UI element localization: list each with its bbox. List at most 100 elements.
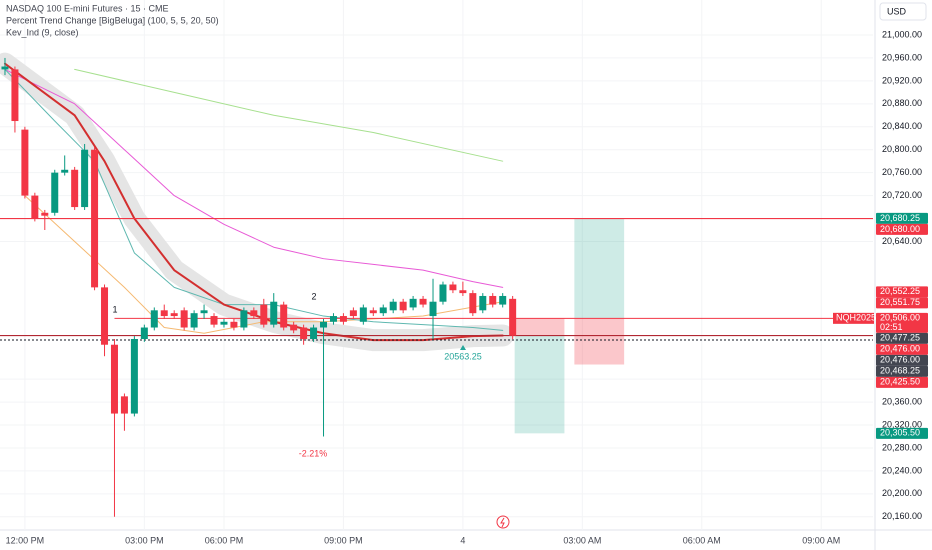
y-tick-label: 20,720.00 (882, 190, 922, 200)
indicator-label: Percent Trend Change [BigBeluga] (100, 5… (6, 15, 219, 25)
candle (379, 304, 387, 317)
candle (479, 293, 487, 314)
candle-body (210, 316, 218, 325)
candle (120, 393, 128, 431)
candle-body (379, 307, 387, 314)
price-badge (876, 427, 928, 439)
candle (91, 146, 99, 291)
y-tick-label: 20,800.00 (882, 144, 922, 154)
candle-body (150, 310, 158, 328)
candle (509, 295, 517, 339)
symbol-label: NQH2025 (836, 313, 876, 323)
price-badge-label: 20,506.00 (880, 313, 920, 323)
price-badge-label: 20,680.25 (880, 213, 920, 223)
y-tick-label: 21,000.00 (882, 29, 922, 39)
candle-body (499, 295, 507, 305)
candle (339, 313, 347, 325)
price-badge-label: 20,680.00 (880, 224, 920, 234)
candle (329, 313, 337, 325)
candle-body (11, 69, 19, 122)
candle (240, 307, 248, 331)
candle-body (180, 310, 188, 328)
candle-body (399, 301, 407, 311)
price-badge (876, 354, 928, 366)
alert-icon[interactable] (496, 515, 510, 529)
x-tick-label: 09:00 PM (324, 535, 363, 545)
candle-body (31, 195, 39, 219)
x-tick-label: 12:00 PM (6, 535, 45, 545)
x-tick-label: 09:00 AM (802, 535, 840, 545)
y-tick-label: 20,200.00 (882, 488, 922, 498)
candle-body (300, 327, 308, 339)
price-badge-label: 20,552.25 (880, 286, 920, 296)
candle-body (369, 310, 377, 314)
price-badge-label: 20,476.00 (880, 355, 920, 365)
price-badge (876, 286, 928, 298)
annotation: 1 (112, 304, 117, 314)
candle (469, 290, 477, 317)
candle-body (250, 310, 258, 317)
candle-body (1, 66, 9, 70)
y-tick-label: 20,960.00 (882, 52, 922, 62)
candle-body (220, 321, 228, 325)
y-tick-label: 20,360.00 (882, 396, 922, 406)
annotation: 20563.25 (444, 351, 482, 361)
indicator-line (4, 68, 504, 288)
candle (110, 338, 118, 517)
candle (71, 166, 79, 210)
price-badge (876, 365, 928, 377)
x-tick-label: 03:00 PM (125, 535, 164, 545)
candle (190, 310, 198, 331)
candle (210, 313, 218, 328)
y-tick-label: 20,320.00 (882, 419, 922, 429)
y-tick-label: 20,640.00 (882, 236, 922, 246)
candle (180, 307, 188, 331)
candle (260, 298, 268, 328)
candle (409, 295, 417, 311)
candle-body (200, 310, 208, 314)
price-badge (876, 312, 928, 333)
price-badge (876, 212, 928, 224)
indicator-line (74, 68, 504, 162)
candle (160, 304, 168, 319)
annotation: 2 (311, 291, 316, 301)
candle (21, 126, 29, 199)
currency-button[interactable] (879, 2, 927, 21)
candle (499, 293, 507, 308)
candle-body (329, 316, 337, 322)
candle (439, 281, 447, 305)
candle-body (130, 338, 138, 414)
alert-icon-bolt (500, 517, 505, 528)
currency-label[interactable]: USD (887, 6, 907, 16)
candle (220, 318, 228, 328)
stop-zone (514, 318, 565, 336)
candle (61, 155, 69, 176)
candle (369, 307, 377, 317)
candle (449, 281, 457, 294)
candle-body (509, 298, 517, 336)
candle (41, 209, 49, 231)
candle (200, 304, 208, 319)
candle (489, 293, 497, 308)
y-tick-label: 20,240.00 (882, 465, 922, 475)
candle (459, 281, 467, 296)
candle (270, 293, 278, 328)
price-badge-label: 20,425.50 (880, 377, 920, 387)
candle (140, 324, 148, 342)
candle-body (479, 295, 487, 311)
price-badge-label: 20,468.25 (880, 366, 920, 376)
candle-body (91, 149, 99, 288)
marker (460, 345, 466, 350)
candle-body (260, 304, 268, 325)
annotation: -2.21% (299, 448, 328, 458)
candle (11, 66, 19, 133)
candle (280, 301, 288, 331)
candle-body (459, 290, 467, 294)
candle-body (170, 313, 178, 317)
candle-body (429, 301, 437, 317)
y-tick-label: 20,160.00 (882, 511, 922, 521)
symbol-badge (833, 312, 874, 324)
candle-body (280, 304, 288, 328)
candle (310, 324, 318, 342)
